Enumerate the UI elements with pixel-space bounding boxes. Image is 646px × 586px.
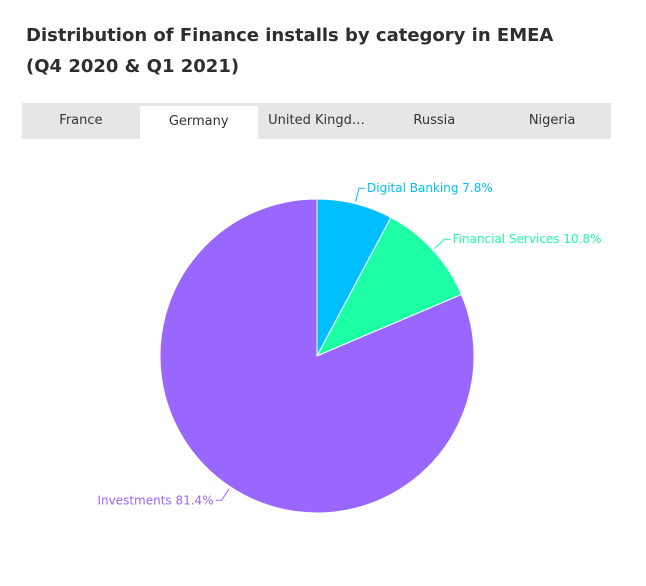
tab-germany[interactable]: Germany <box>139 106 258 139</box>
pie-slice-financial-services[interactable] <box>315 216 463 358</box>
chart-title: Distribution of Finance installs by cate… <box>26 20 616 82</box>
label-leader-digital-banking <box>355 187 365 202</box>
label-leader-financial-services <box>433 238 451 249</box>
tab-united-kingdom[interactable]: United Kingd… <box>268 113 365 128</box>
tab-nigeria[interactable]: Nigeria <box>528 113 576 128</box>
chart-title-line2: (Q4 2020 & Q1 2021) <box>26 56 240 77</box>
data-label-investments: Investments 81.4% <box>97 493 213 507</box>
tab-russia[interactable]: Russia <box>413 113 456 128</box>
chart-title-line1: Distribution of Finance installs by cate… <box>26 25 554 46</box>
tab-france[interactable]: France <box>59 113 103 128</box>
data-label-digital-banking: Digital Banking 7.8% <box>367 181 493 195</box>
data-label-financial-services: Financial Services 10.8% <box>453 232 602 246</box>
pie-slice-investments[interactable] <box>159 198 475 514</box>
country-tabs: France Germany United Kingd… Russia Nige… <box>22 103 611 139</box>
label-leader-investments <box>215 488 230 501</box>
